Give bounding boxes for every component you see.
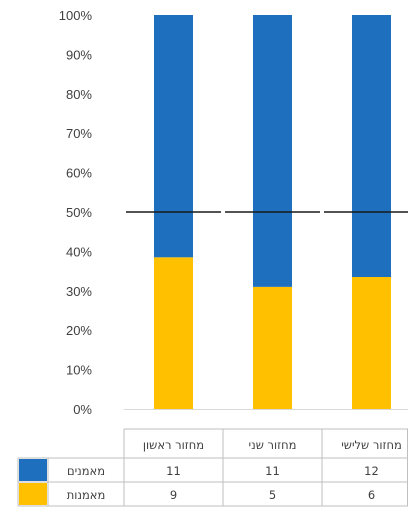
y-tick-label: 10%	[66, 363, 92, 378]
table-row-label: מאמנות	[67, 488, 106, 502]
bar-segment	[253, 286, 292, 409]
y-tick-label: 30%	[66, 284, 92, 299]
table-value-cell: 11	[265, 464, 280, 478]
y-tick-label: 80%	[66, 87, 92, 102]
y-tick-label: 100%	[59, 8, 93, 23]
table-row-label: מאמנים	[67, 464, 105, 478]
bar-segment	[154, 257, 193, 409]
table-header-cell: מחזור ראשון	[143, 438, 204, 452]
table-value-cell: 12	[364, 464, 379, 478]
data-table: מחזור ראשון מחזור שני מחזור שלישי מאמנים 11 1…	[17, 428, 408, 507]
table-value-cell: 6	[368, 488, 375, 502]
legend-swatch	[19, 459, 47, 481]
y-tick-label: 50%	[66, 205, 92, 220]
y-tick-label: 70%	[66, 126, 92, 141]
y-axis-tick-labels: 0% 10% 20% 30% 40% 50% 60% 70% 80% 90% 100%	[59, 8, 93, 417]
bar-segment	[352, 277, 391, 409]
y-tick-label: 40%	[66, 244, 92, 259]
table-value-cell: 11	[166, 464, 181, 478]
bar-segment	[352, 15, 391, 278]
table-header-cell: מחזור שלישי	[341, 438, 402, 452]
y-tick-label: 60%	[66, 166, 92, 181]
table-header-cell: מחזור שני	[249, 438, 297, 452]
table-value-cell: 5	[269, 488, 276, 502]
bar-series	[154, 15, 391, 409]
y-tick-label: 0%	[73, 402, 92, 417]
legend-swatch	[19, 483, 47, 505]
table-value-cell: 9	[170, 488, 177, 502]
bar-segment	[154, 15, 193, 258]
y-tick-label: 90%	[66, 47, 92, 62]
bar-segment	[253, 15, 292, 287]
y-tick-label: 20%	[66, 323, 92, 338]
